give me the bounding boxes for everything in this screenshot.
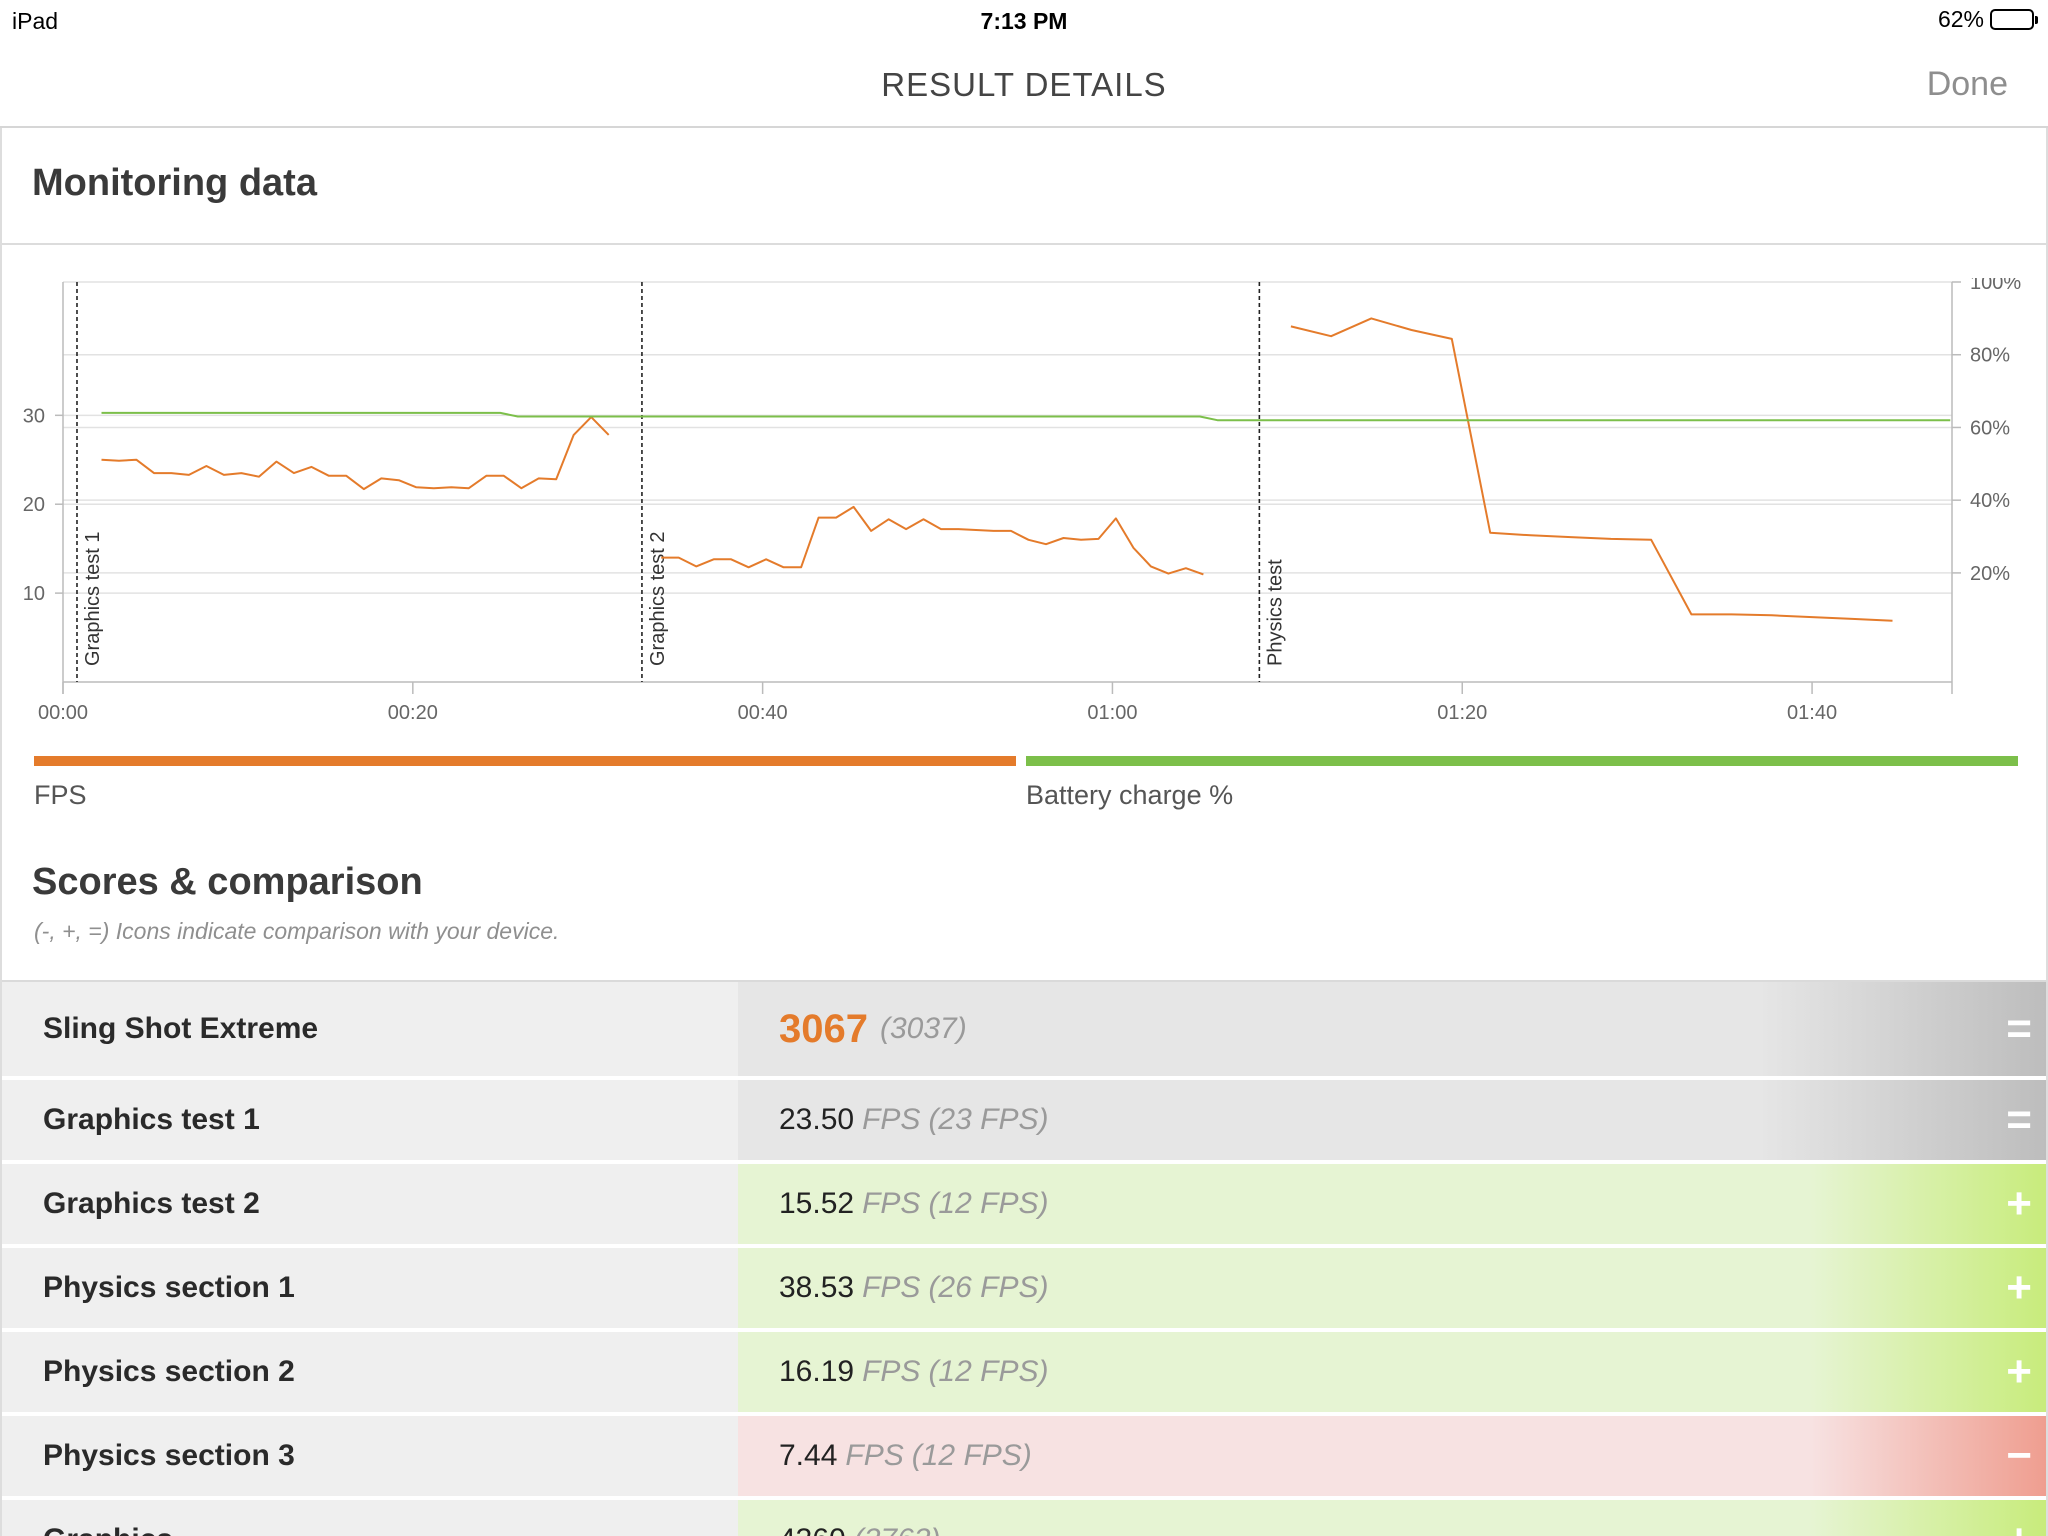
legend-battery: Battery charge % bbox=[1026, 756, 2018, 816]
row-name: Physics section 3 bbox=[2, 1416, 738, 1496]
comparison-value: (12 FPS) bbox=[928, 1187, 1049, 1220]
comparison-value: (3763) bbox=[854, 1523, 941, 1536]
fps-unit: FPS bbox=[862, 1271, 921, 1304]
scores-title: Scores & comparison bbox=[32, 861, 423, 903]
scores-table: Sling Shot Extreme 3067 (3037) = Graphic… bbox=[2, 980, 2046, 1536]
fps-unit: FPS bbox=[862, 1355, 921, 1388]
comparison-value: (23 FPS) bbox=[928, 1103, 1049, 1136]
legend-battery-label: Battery charge % bbox=[1026, 780, 1234, 810]
fps-unit: FPS bbox=[845, 1439, 904, 1472]
row-name: Physics section 2 bbox=[2, 1332, 738, 1412]
row-value: 38.53 FPS (26 FPS) + bbox=[738, 1248, 2046, 1328]
battery-indicator: 62% bbox=[1937, 6, 2038, 33]
left-axis-tick-label: 20 bbox=[23, 494, 45, 516]
plus-icon: + bbox=[2006, 1179, 2032, 1228]
right-axis-tick-label: 80% bbox=[1970, 345, 2010, 367]
battery-percent: 62% bbox=[1937, 6, 1984, 32]
right-axis-tick-label: 60% bbox=[1970, 417, 2010, 439]
navigation-bar: RESULT DETAILS Done bbox=[0, 40, 2048, 128]
equal-icon: = bbox=[2006, 1004, 2032, 1053]
test-marker-label: Physics test bbox=[1264, 559, 1286, 666]
comparison-value: (12 FPS) bbox=[911, 1439, 1032, 1472]
row-name: Sling Shot Extreme bbox=[2, 982, 738, 1076]
result-content[interactable]: Monitoring data 10 20 30 20% 40% 60% 80% 100% 00… bbox=[0, 128, 2048, 1536]
row-value: 15.52 FPS (12 FPS) + bbox=[738, 1164, 2046, 1244]
done-button[interactable]: Done bbox=[1926, 65, 2008, 103]
monitoring-title: Monitoring data bbox=[32, 162, 317, 204]
plus-icon: + bbox=[2006, 1518, 2032, 1536]
legend-fps-swatch bbox=[34, 756, 1016, 766]
row-value: 4360 (3763) + bbox=[738, 1500, 2046, 1536]
right-axis-tick-label: 100% bbox=[1970, 278, 2021, 294]
status-bar: iPad 7:13 PM 62% bbox=[0, 0, 2048, 40]
fps-series-line bbox=[1290, 317, 1893, 622]
plus-icon: + bbox=[2006, 1347, 2032, 1396]
battery-series-line bbox=[101, 411, 1951, 422]
score-row-sling-shot-extreme[interactable]: Sling Shot Extreme 3067 (3037) = bbox=[2, 982, 2046, 1080]
minus-icon: − bbox=[2006, 1431, 2032, 1480]
monitoring-chart: 10 20 30 20% 40% 60% 80% 100% 00:00 00:20 00:40 01:… bbox=[2, 278, 2048, 728]
test-marker-label: Graphics test 1 bbox=[82, 531, 104, 666]
monitoring-header: Monitoring data bbox=[2, 128, 2046, 245]
row-value: 16.19 FPS (12 FPS) + bbox=[738, 1332, 2046, 1412]
row-value: 23.50 FPS (23 FPS) = bbox=[738, 1080, 2046, 1160]
test-marker-label: Graphics test 2 bbox=[647, 531, 669, 666]
legend-battery-swatch bbox=[1026, 756, 2018, 766]
legend-fps: FPS bbox=[34, 756, 1016, 816]
score-row-graphics-test-1[interactable]: Graphics test 1 23.50 FPS (23 FPS) = bbox=[2, 1080, 2046, 1164]
row-name: Graphics test 2 bbox=[2, 1164, 738, 1244]
device-name: iPad bbox=[12, 8, 59, 34]
fps-value: 38.53 bbox=[779, 1271, 855, 1304]
equal-icon: = bbox=[2006, 1095, 2032, 1144]
comparison-value: (12 FPS) bbox=[928, 1355, 1049, 1388]
x-axis-tick-label: 01:00 bbox=[1087, 702, 1137, 724]
comparison-value: (26 FPS) bbox=[928, 1271, 1049, 1304]
scores-note: (-, +, =) Icons indicate comparison with… bbox=[34, 918, 560, 944]
x-axis-tick-label: 00:00 bbox=[38, 702, 88, 724]
left-axis-tick-label: 10 bbox=[23, 583, 45, 605]
row-name: Physics section 1 bbox=[2, 1248, 738, 1328]
plus-icon: + bbox=[2006, 1263, 2032, 1312]
fps-value: 23.50 bbox=[779, 1103, 855, 1136]
right-axis-tick-label: 20% bbox=[1970, 563, 2010, 585]
row-name: Graphics bbox=[2, 1500, 738, 1536]
x-axis-tick-label: 00:40 bbox=[738, 702, 788, 724]
fps-value: 7.44 bbox=[779, 1439, 838, 1472]
row-value: 3067 (3037) = bbox=[738, 982, 2046, 1076]
left-axis-tick-label: 30 bbox=[23, 405, 45, 427]
fps-unit: FPS bbox=[862, 1187, 921, 1220]
overall-score: 3067 bbox=[779, 1006, 868, 1051]
score-row-physics-section-3[interactable]: Physics section 3 7.44 FPS (12 FPS) − bbox=[2, 1416, 2046, 1500]
comparison-value: (3037) bbox=[879, 1012, 967, 1045]
score-row-physics-section-1[interactable]: Physics section 1 38.53 FPS (26 FPS) + bbox=[2, 1248, 2046, 1332]
row-value: 7.44 FPS (12 FPS) − bbox=[738, 1416, 2046, 1496]
page-title: RESULT DETAILS bbox=[881, 66, 1167, 103]
fps-unit: FPS bbox=[862, 1103, 921, 1136]
row-name: Graphics test 1 bbox=[2, 1080, 738, 1160]
score-row-physics-section-2[interactable]: Physics section 2 16.19 FPS (12 FPS) + bbox=[2, 1332, 2046, 1416]
fps-value: 16.19 bbox=[779, 1355, 855, 1388]
x-axis-tick-label: 00:20 bbox=[388, 702, 438, 724]
legend-fps-label: FPS bbox=[34, 780, 87, 810]
score-value: 4360 bbox=[779, 1523, 846, 1536]
score-row-graphics-test-2[interactable]: Graphics test 2 15.52 FPS (12 FPS) + bbox=[2, 1164, 2046, 1248]
fps-series-line bbox=[101, 416, 610, 491]
fps-series-line bbox=[661, 505, 1204, 576]
battery-icon bbox=[1990, 9, 2038, 30]
x-axis-tick-label: 01:20 bbox=[1437, 702, 1487, 724]
fps-value: 15.52 bbox=[779, 1187, 855, 1220]
score-row-graphics[interactable]: Graphics 4360 (3763) + bbox=[2, 1500, 2046, 1536]
x-axis-tick-label: 01:40 bbox=[1787, 702, 1837, 724]
monitoring-chart-svg: 10 20 30 20% 40% 60% 80% 100% 00:00 00:20 00:40 01:… bbox=[23, 278, 2022, 724]
right-axis-tick-label: 40% bbox=[1970, 490, 2010, 512]
clock: 7:13 PM bbox=[980, 8, 1068, 34]
